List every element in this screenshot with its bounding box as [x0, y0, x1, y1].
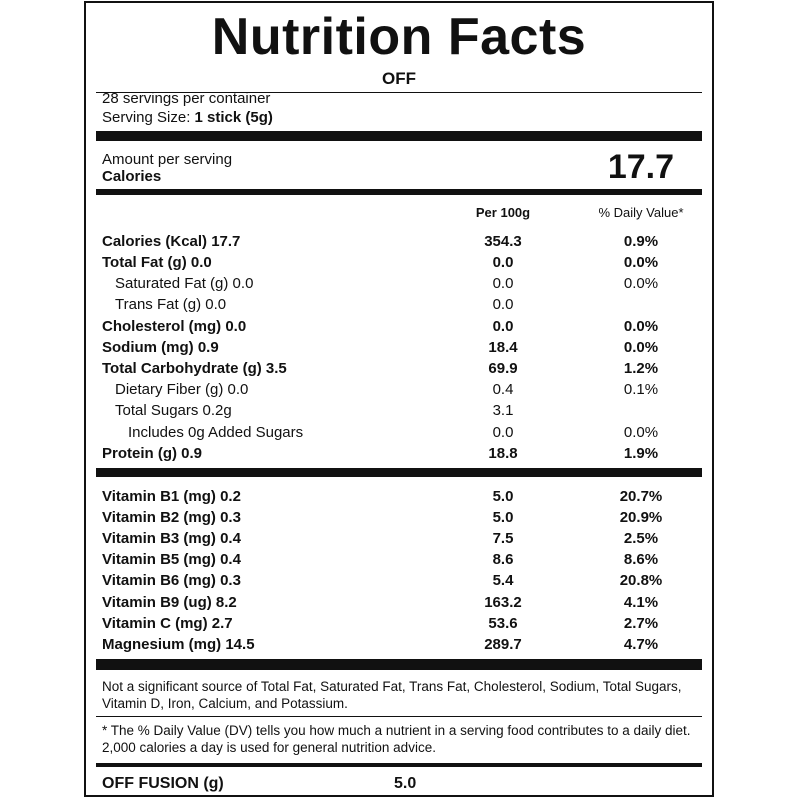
brand-name: OFF — [382, 69, 416, 88]
dv-value: 2.5% — [623, 530, 659, 547]
calories-label: Calories — [102, 168, 162, 185]
per100-value: 0.4 — [492, 381, 514, 398]
nutrient-name: Includes 0g Added Sugars — [128, 424, 304, 441]
nutrient-name: Vitamin B1 (mg) 0.2 — [102, 488, 241, 505]
dv-value: 4.1% — [623, 594, 659, 611]
per100-value: 354.3 — [484, 233, 522, 250]
dv-value: 8.6% — [623, 551, 659, 568]
dv-value: 0.0% — [623, 424, 659, 441]
per100-value: 5.4 — [492, 572, 514, 589]
nutrient-name: Vitamin B6 (mg) 0.3 — [102, 572, 241, 589]
nutrient-name: Trans Fat (g) 0.0 — [115, 296, 227, 313]
fusion-label: OFF FUSION (g) — [102, 775, 224, 792]
nutrient-name: Vitamin B9 (ug) 8.2 — [102, 594, 237, 611]
nutrient-name: Protein (g) 0.9 — [102, 445, 203, 462]
amount-per-serving: Amount per serving — [102, 151, 233, 168]
nutrient-name: Total Fat (g) 0.0 — [102, 254, 212, 271]
dv-footnote: * The % Daily Value (DV) tells you how m… — [102, 723, 691, 755]
per100-value: 0.0 — [492, 254, 514, 271]
per100-value: 7.5 — [492, 530, 514, 547]
label-title: Nutrition Facts — [211, 8, 587, 66]
dv-value: 0.0% — [623, 318, 659, 335]
nutrient-name: Calories (Kcal) 17.7 — [102, 233, 241, 250]
thick-divider — [96, 659, 702, 670]
nutrient-name: Vitamin B5 (mg) 0.4 — [102, 551, 241, 568]
per100-value: 8.6 — [492, 551, 514, 568]
nutrient-name: Saturated Fat (g) 0.0 — [115, 275, 254, 292]
nutrient-name: Cholesterol (mg) 0.0 — [102, 318, 247, 335]
per100-value: 18.4 — [488, 339, 518, 356]
nutrient-name: Total Carbohydrate (g) 3.5 — [102, 360, 287, 377]
servings-per-container: 28 servings per container — [102, 90, 271, 107]
nutrient-name: Sodium (mg) 0.9 — [102, 339, 219, 356]
dv-value: 1.2% — [623, 360, 659, 377]
divider — [96, 92, 702, 93]
divider — [96, 763, 702, 767]
per100-value: 18.8 — [488, 445, 518, 462]
per100-value: 0.0 — [492, 424, 514, 441]
nutrition-label: Nutrition Facts OFF 28 servings per cont… — [84, 1, 714, 797]
per100-value: 5.0 — [492, 509, 514, 526]
per100-value: 163.2 — [484, 594, 522, 611]
nutrient-name: Vitamin C (mg) 2.7 — [102, 615, 233, 632]
divider — [96, 716, 702, 717]
not-significant-note: Not a significant source of Total Fat, S… — [102, 679, 682, 711]
dv-value: 20.9% — [619, 509, 663, 526]
dv-value: 20.8% — [619, 572, 663, 589]
per100-value: 289.7 — [484, 636, 522, 653]
medium-divider — [96, 189, 702, 195]
thick-divider — [96, 468, 702, 477]
serving-size: Serving Size: 1 stick (5g) — [102, 109, 273, 127]
dv-header: % Daily Value* — [598, 205, 684, 220]
per100-value: 3.1 — [492, 402, 514, 419]
dv-value: 0.0% — [623, 254, 659, 271]
dv-value: 20.7% — [619, 488, 663, 505]
serving-size-label: Serving Size: — [102, 109, 191, 126]
nutrient-name: Vitamin B2 (mg) 0.3 — [102, 509, 241, 526]
dv-value: 0.0% — [623, 275, 659, 292]
thick-divider — [96, 131, 702, 141]
nutrient-name: Vitamin B3 (mg) 0.4 — [102, 530, 241, 547]
serving-size-value: 1 stick (5g) — [194, 109, 273, 126]
per100-value: 69.9 — [488, 360, 518, 377]
nutrient-name: Total Sugars 0.2g — [115, 402, 232, 419]
dv-value: 1.9% — [623, 445, 659, 462]
per100-header: Per 100g — [475, 205, 531, 220]
dv-value: 4.7% — [623, 636, 659, 653]
dv-value: 0.0% — [623, 339, 659, 356]
per100-value: 0.0 — [492, 296, 514, 313]
dv-value: 0.1% — [623, 381, 659, 398]
per100-value: 0.0 — [492, 318, 514, 335]
nutrient-name: Magnesium (mg) 14.5 — [102, 636, 255, 653]
fusion-value: 5.0 — [394, 775, 417, 792]
nutrient-name: Dietary Fiber (g) 0.0 — [115, 381, 249, 398]
dv-value: 2.7% — [623, 615, 659, 632]
calories-value: 17.7 — [607, 148, 674, 186]
per100-value: 5.0 — [492, 488, 514, 505]
dv-value: 0.9% — [623, 233, 659, 250]
per100-value: 53.6 — [488, 615, 518, 632]
per100-value: 0.0 — [492, 275, 514, 292]
